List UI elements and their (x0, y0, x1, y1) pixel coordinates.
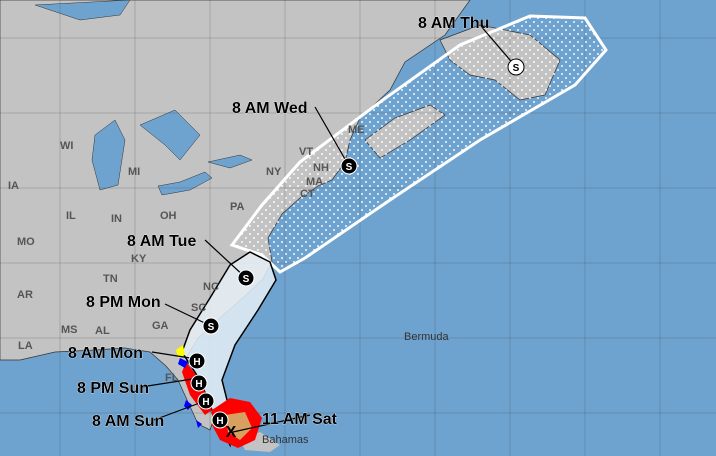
svg-text:PA: PA (230, 201, 245, 213)
svg-text:FL: FL (165, 372, 179, 384)
svg-text:8 AM Thu: 8 AM Thu (418, 15, 489, 32)
svg-text:S: S (243, 274, 250, 285)
svg-text:WI: WI (60, 140, 73, 152)
svg-text:NC: NC (203, 281, 219, 293)
great-lakes (34, 0, 253, 196)
svg-text:VT: VT (299, 146, 313, 158)
svg-text:H: H (193, 357, 200, 368)
hurricane-icon: H (190, 374, 208, 392)
svg-text:SC: SC (191, 302, 206, 314)
svg-text:H: H (202, 397, 209, 408)
svg-text:TN: TN (103, 273, 118, 285)
svg-text:S: S (346, 162, 353, 173)
tropical-storm-icon: S (202, 317, 220, 335)
svg-text:8 AM Tue: 8 AM Tue (127, 233, 196, 250)
cone-days-1-3 (181, 251, 277, 448)
tropical-storm-icon: S (340, 157, 358, 175)
svg-text:ME: ME (348, 124, 365, 136)
svg-text:MI: MI (128, 166, 140, 178)
bermuda-label: Bermuda (404, 331, 450, 343)
svg-text:8 PM Sun: 8 PM Sun (77, 380, 149, 397)
svg-text:H: H (195, 379, 202, 390)
svg-text:LA: LA (18, 340, 33, 352)
svg-text:MS: MS (61, 324, 78, 336)
track-markers: X H H H H S S S S (188, 58, 525, 441)
svg-text:AR: AR (17, 289, 33, 301)
hurricane-icon: H (188, 352, 206, 370)
svg-text:MA: MA (306, 176, 323, 188)
svg-text:NH: NH (313, 162, 329, 174)
time-labels: 11 AM Sat 8 AM Sun 8 PM Sun 8 AM Mon 8 P… (68, 15, 490, 431)
svg-text:8 PM Mon: 8 PM Mon (86, 294, 161, 311)
cone-days-4-5 (229, 14, 608, 274)
bahamas-label: Bahamas (262, 434, 309, 446)
svg-text:CT: CT (300, 188, 315, 200)
svg-text:IL: IL (66, 210, 76, 222)
post-tropical-icon: S (507, 58, 525, 76)
hurricane-icon: H (211, 411, 229, 429)
svg-text:KY: KY (131, 253, 147, 265)
svg-text:MO: MO (17, 236, 35, 248)
current-position-x-icon: X (226, 424, 237, 441)
svg-text:IA: IA (8, 180, 19, 192)
svg-text:8 AM Wed: 8 AM Wed (232, 100, 308, 117)
svg-text:8 AM Mon: 8 AM Mon (68, 345, 143, 362)
svg-text:H: H (216, 416, 223, 427)
svg-text:IN: IN (111, 213, 122, 225)
svg-text:8 AM Sun: 8 AM Sun (92, 413, 164, 430)
track-lines (140, 24, 517, 433)
svg-text:GA: GA (152, 320, 169, 332)
svg-text:S: S (208, 322, 215, 333)
svg-text:11 AM Sat: 11 AM Sat (262, 411, 338, 428)
tropical-storm-icon: S (237, 269, 255, 287)
hurricane-icon: H (197, 392, 215, 410)
svg-text:NY: NY (266, 166, 282, 178)
svg-text:AL: AL (95, 325, 110, 337)
svg-text:OH: OH (160, 210, 177, 222)
svg-text:S: S (513, 63, 520, 74)
